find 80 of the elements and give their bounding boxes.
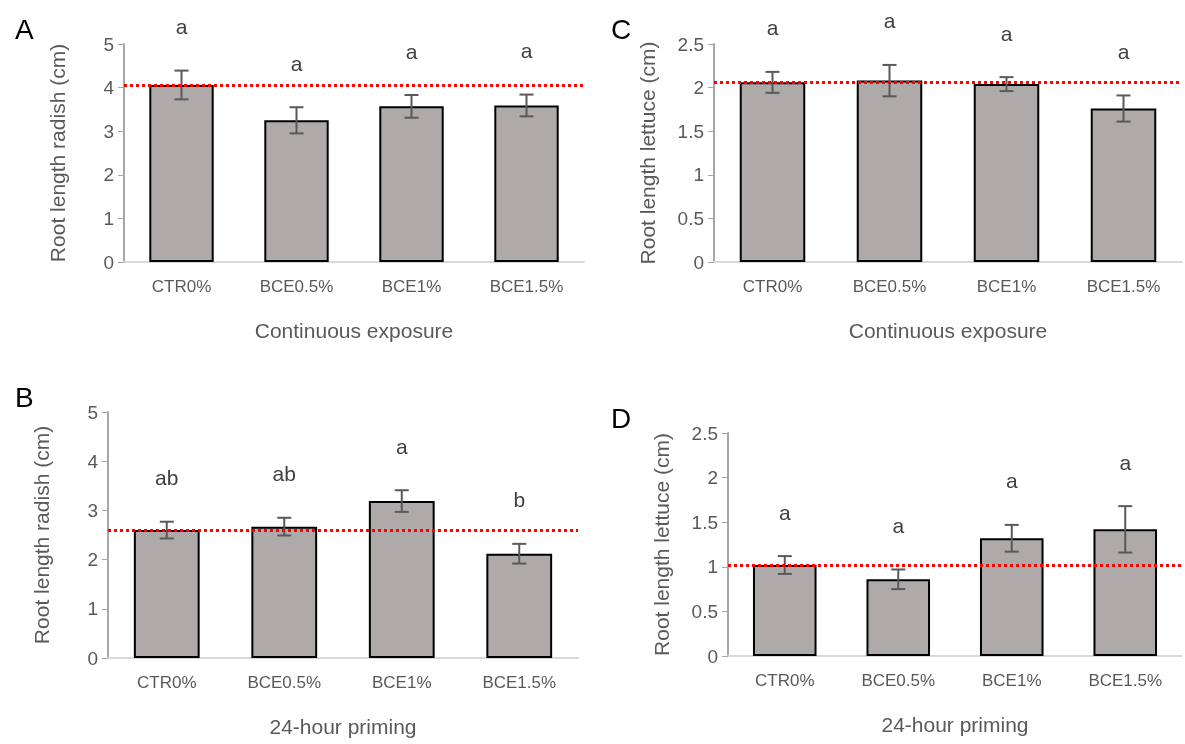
y-tick-label: 0 [693, 251, 704, 273]
y-tick-label: 4 [103, 77, 115, 99]
x-tick-label: BCE1.5% [482, 673, 557, 692]
y-tick-label: 1 [87, 598, 98, 620]
annotation: a [778, 500, 791, 524]
y-tick-label: 3 [103, 120, 114, 142]
x-tick-label: CTR0% [754, 671, 815, 690]
x-tick-label: BCE1.5% [1088, 671, 1163, 690]
annotation: a [1119, 450, 1132, 474]
y-tick-label: 1 [103, 207, 114, 229]
y-tick-label: 5 [103, 33, 114, 55]
bar [866, 579, 931, 656]
bar [739, 82, 806, 262]
annotation: a [1117, 39, 1130, 63]
annotation: a [892, 513, 905, 537]
y-tick-label: 1.5 [677, 120, 704, 142]
bar [752, 565, 817, 656]
y-tick-label: 4 [87, 450, 99, 472]
x-tick-label: BCE0.5% [852, 277, 927, 296]
y-tick-label: 2 [103, 164, 114, 186]
bar [486, 553, 553, 658]
bar [1093, 529, 1158, 656]
x-tick-label: BCE0.5% [247, 673, 322, 692]
y-tick-label: 1 [707, 556, 718, 578]
y-tick-label: 2 [87, 549, 98, 571]
y-tick-label: 0 [707, 645, 718, 667]
x-tick-label: CTR0% [742, 277, 803, 296]
annotation: a [1000, 21, 1013, 45]
chart-title: A [15, 13, 34, 45]
y-tick-label: 5 [87, 401, 98, 423]
x-tick-label: CTR0% [136, 673, 197, 692]
bar [133, 530, 200, 658]
x-tick-label: BCE1.5% [489, 277, 564, 296]
text: a [883, 9, 896, 33]
x-tick-label: BCE1% [371, 673, 432, 692]
chart-title: D [611, 402, 632, 434]
y-tick-label: 2.5 [691, 422, 718, 444]
y-tick-label: 2.5 [677, 33, 704, 55]
y-tick-label: 0.5 [677, 207, 704, 229]
bar [973, 84, 1040, 262]
y-axis-title: Root length radish (cm) [30, 425, 53, 645]
annotation: ab [155, 466, 179, 490]
bar [251, 526, 318, 658]
y-tick-label: 0 [87, 647, 98, 669]
x-tick-label: BCE1% [976, 277, 1037, 296]
annotation: a [395, 434, 408, 458]
bar [368, 501, 435, 658]
x-tick-label: BCE1% [381, 277, 442, 296]
y-axis-title: Root length radish (cm) [46, 43, 69, 263]
x-axis-title: Continuous exposure [254, 319, 454, 342]
y-tick-label: 0.5 [691, 600, 718, 622]
text: a [766, 16, 779, 40]
x-axis-title: 24-hour priming [269, 715, 417, 738]
annotation: a [1005, 469, 1018, 493]
x-tick-label: CTR0% [151, 277, 212, 296]
chart-title: C [611, 13, 632, 45]
x-tick-label: BCE1% [981, 671, 1042, 690]
chart-title: B [15, 381, 34, 413]
x-tick-label: BCE0.5% [259, 277, 334, 296]
y-axis-title: Root length lettuce (cm) [636, 41, 659, 265]
y-tick-label: 2 [707, 467, 718, 489]
y-axis-title: Root length lettuce (cm) [650, 433, 673, 656]
annotation: a [405, 39, 418, 63]
y-tick-label: 3 [87, 499, 98, 521]
bar [979, 538, 1044, 656]
annotation: ab [272, 462, 296, 486]
x-axis-title: Continuous exposure [848, 319, 1048, 342]
annotation: b [513, 488, 526, 512]
y-tick-label: 2 [693, 77, 704, 99]
annotation: a [520, 39, 533, 63]
y-tick-label: 1.5 [691, 511, 718, 533]
y-tick-label: 1 [693, 164, 704, 186]
text: a [175, 15, 188, 39]
x-tick-label: BCE0.5% [861, 671, 936, 690]
x-tick-label: BCE1.5% [1086, 277, 1161, 296]
annotation: a [290, 51, 303, 75]
y-tick-label: 0 [103, 251, 114, 273]
bar [856, 80, 923, 262]
x-axis-title: 24-hour priming [881, 713, 1029, 736]
bar [1090, 108, 1157, 262]
